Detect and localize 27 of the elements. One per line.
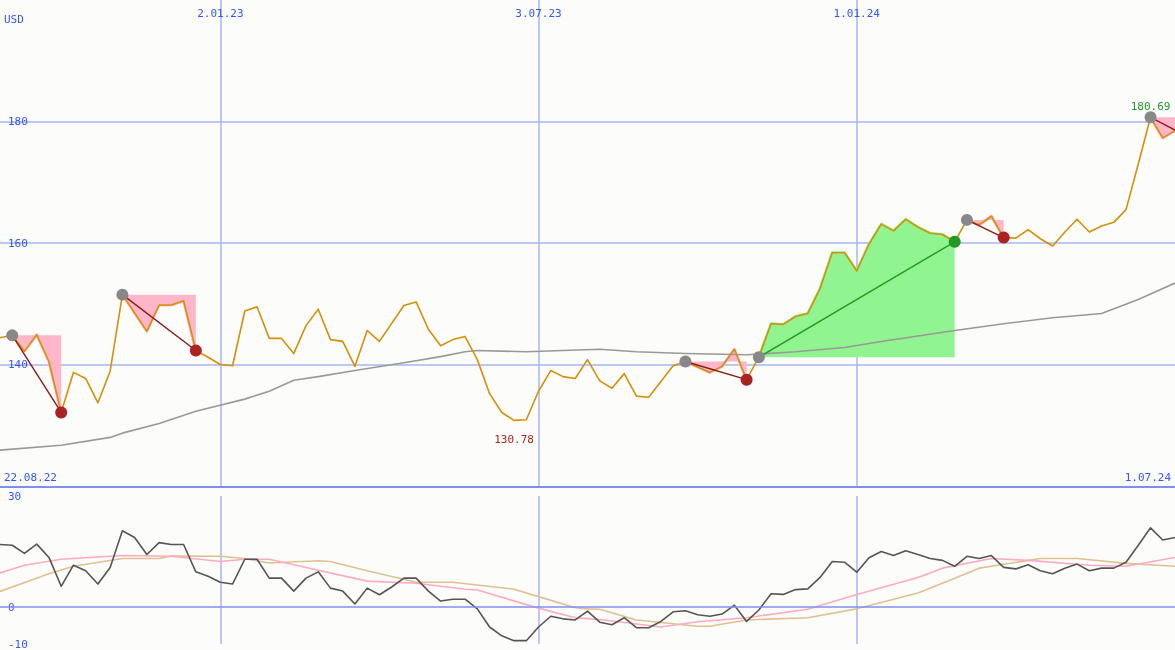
x-tick-label: 1.01.24 bbox=[833, 7, 881, 20]
annotation: 1.07.24 bbox=[1124, 471, 1172, 484]
x-tick-label: 2.01.23 bbox=[197, 7, 244, 20]
point bbox=[189, 344, 202, 357]
annotation: 130.78 bbox=[494, 433, 534, 447]
point bbox=[116, 288, 129, 301]
point bbox=[679, 355, 692, 368]
point bbox=[948, 235, 961, 248]
point bbox=[55, 406, 68, 419]
y-axis-title: USD bbox=[4, 13, 24, 26]
y-tick-label: -10 bbox=[8, 637, 28, 650]
y-tick-label: 0 bbox=[8, 600, 15, 614]
annotation: 22.08.22 bbox=[4, 471, 57, 484]
y-tick-label: 160 bbox=[8, 236, 28, 250]
y-tick-label: 140 bbox=[8, 358, 28, 371]
point bbox=[740, 373, 753, 386]
line-series bbox=[0, 282, 1175, 451]
point bbox=[752, 351, 765, 364]
y-tick-label: 30 bbox=[8, 489, 22, 503]
x-tick-label: 3.07.23 bbox=[515, 7, 562, 20]
line-series bbox=[0, 527, 1175, 642]
point bbox=[997, 231, 1010, 244]
point bbox=[960, 213, 973, 226]
annotation: 180.69 bbox=[1130, 100, 1171, 114]
y-tick-label: 180 bbox=[8, 115, 28, 128]
point bbox=[6, 329, 19, 342]
point bbox=[1144, 111, 1157, 124]
